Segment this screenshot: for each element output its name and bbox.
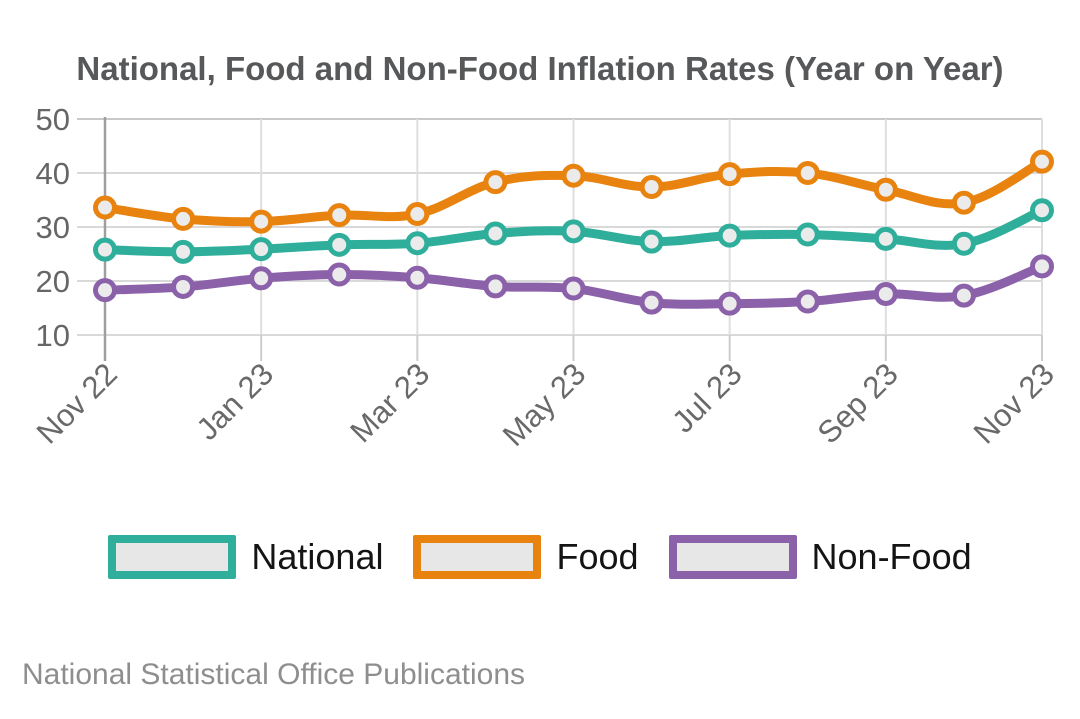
y-tick-label: 20 <box>36 264 70 299</box>
data-point-marker <box>327 262 352 287</box>
chart-title: National, Food and Non-Food Inflation Ra… <box>76 50 1004 87</box>
data-point-marker <box>561 219 586 244</box>
series-national <box>93 198 1054 264</box>
data-point-marker <box>171 239 196 264</box>
x-tick-label: Jan 23 <box>190 356 281 447</box>
y-tick-label: 40 <box>36 156 70 191</box>
y-tick-label: 30 <box>36 210 70 245</box>
data-point-marker <box>717 162 742 187</box>
x-tick-label: Jul 23 <box>665 356 748 439</box>
legend-item-food: Food <box>413 535 639 579</box>
data-point-marker <box>405 265 430 290</box>
y-tick-label: 50 <box>36 102 70 137</box>
legend-label-food: Food <box>556 536 639 577</box>
data-point-marker <box>93 278 117 303</box>
data-point-marker <box>171 206 196 231</box>
y-tick-label: 10 <box>36 318 70 353</box>
national-series-swatch-icon <box>108 535 237 579</box>
food-series-swatch-icon <box>413 535 542 579</box>
data-point-marker <box>795 161 820 185</box>
data-point-marker <box>639 229 664 254</box>
data-point-marker <box>405 231 430 256</box>
data-point-marker <box>873 226 898 251</box>
data-point-marker <box>795 289 820 314</box>
legend-label-national: National <box>251 536 384 577</box>
data-point-marker <box>639 175 664 200</box>
data-point-marker <box>873 281 898 306</box>
inflation-line-chart: 10 20 30 40 50 Nov 22 Jan 23 Mar 23 May 23 Jul 23… <box>30 102 1061 453</box>
data-point-marker <box>483 221 508 246</box>
y-grid-and-labels: 10 20 30 40 50 <box>36 102 1042 353</box>
data-point-marker <box>171 274 196 299</box>
data-point-marker <box>717 291 742 316</box>
series-food <box>93 149 1054 234</box>
series-non-food <box>93 254 1054 316</box>
data-point-marker <box>327 232 352 257</box>
chart-legend: National Food Non-Food <box>0 535 1080 579</box>
data-point-marker <box>1030 198 1054 223</box>
x-tick-label: Mar 23 <box>343 356 436 449</box>
data-point-marker <box>951 231 976 256</box>
data-point-marker <box>795 222 820 247</box>
x-tick-label: Nov 23 <box>967 356 1061 450</box>
data-point-marker <box>249 237 274 262</box>
data-point-marker <box>249 266 274 291</box>
legend-label-non-food: Non-Food <box>811 536 972 577</box>
legend-item-non-food: Non-Food <box>668 535 972 579</box>
data-point-marker <box>405 202 430 227</box>
data-point-marker <box>639 290 664 315</box>
x-tick-label: Nov 22 <box>30 356 124 450</box>
x-tick-label: Sep 23 <box>811 356 905 450</box>
data-point-marker <box>249 209 274 234</box>
data-point-marker <box>1030 254 1054 279</box>
data-point-marker <box>483 274 508 299</box>
data-point-marker <box>951 190 976 215</box>
x-tick-label: May 23 <box>496 356 593 453</box>
data-point-marker <box>93 195 117 220</box>
data-point-marker <box>1030 149 1054 174</box>
data-point-marker <box>483 170 508 195</box>
data-point-marker <box>561 276 586 301</box>
data-point-marker <box>717 223 742 248</box>
non-food-series-swatch-icon <box>668 535 797 579</box>
source-caption: National Statistical Office Publications <box>22 658 526 691</box>
data-point-marker <box>873 177 898 202</box>
data-point-marker <box>561 163 586 188</box>
data-point-marker <box>327 203 352 228</box>
data-point-marker <box>93 237 117 262</box>
legend-item-national: National <box>108 535 383 579</box>
data-point-marker <box>951 283 976 308</box>
